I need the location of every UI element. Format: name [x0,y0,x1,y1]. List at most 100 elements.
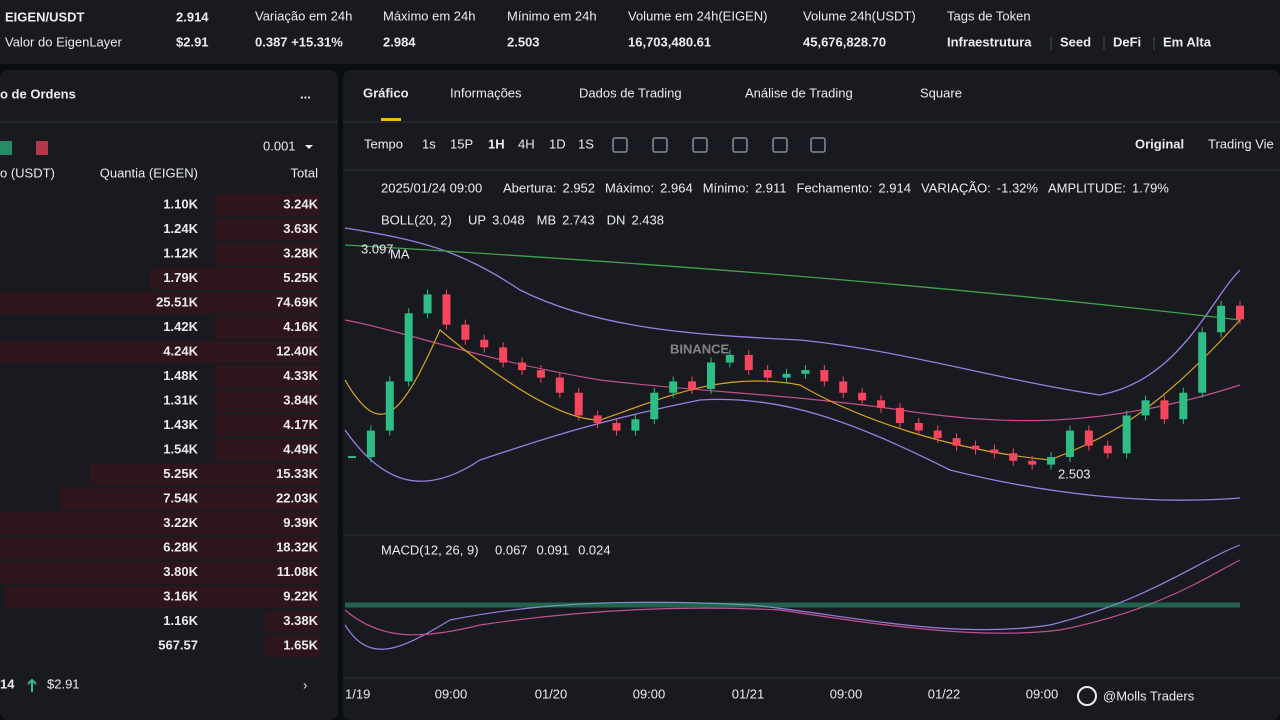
toolbar-icon[interactable] [732,137,748,153]
ohlc-value: 2.914 [878,180,911,195]
interval[interactable]: 1H [488,136,505,151]
ma-mid [344,319,1241,422]
candle [1047,457,1056,465]
ob-quantity: 1.79K [163,270,198,285]
interval[interactable]: 1s [422,136,436,151]
interval[interactable]: 4H [518,136,535,151]
candle [1179,392,1188,420]
stat-value: 0.387 +15.31% [255,34,343,49]
view[interactable]: Original [1135,136,1184,151]
candle [763,370,772,378]
candle [688,381,697,389]
tab[interactable]: Gráfico [363,85,409,100]
ob-quantity: 567.57 [158,637,198,652]
ob-total: 22.03K [276,490,319,505]
toolbar-icon[interactable] [612,137,628,153]
tag[interactable]: DeFi [1113,34,1141,49]
candle [706,362,715,389]
boll-lower [344,398,1241,501]
toolbar-icon[interactable] [652,137,668,153]
tag[interactable]: Em Alta [1163,34,1212,49]
ohlc-label: Abertura: [503,180,556,195]
tab[interactable]: Análise de Trading [745,85,853,100]
header-bar [0,0,1280,64]
ob-quantity: 1.24K [163,221,198,236]
candle [1122,415,1131,454]
ob-total: 3.38K [283,613,318,628]
candle [1103,445,1112,454]
candle [782,373,791,378]
tab[interactable]: Informações [450,85,522,100]
ma-label: MA [390,247,410,262]
candle [858,392,867,401]
price: 2.914 [176,9,209,24]
ob-quantity: 1.16K [163,613,198,628]
candle [839,381,848,393]
interval[interactable]: 1S [578,136,594,151]
ob-column: o (USDT) [0,165,55,180]
ob-quantity: 1.10K [163,196,198,211]
price-usd: $2.91 [176,34,209,49]
dropdown-arrow [305,145,313,149]
view[interactable]: Trading Vie [1208,136,1274,151]
stat-label: Máximo em 24h [383,8,475,23]
depth-bar [215,194,320,216]
stat-value: 45,676,828.70 [803,34,886,49]
ob-total: 9.39K [283,515,318,530]
toolbar-icon[interactable] [692,137,708,153]
ob-total: 18.32K [276,539,319,554]
ob-total: 11.08K [277,564,319,579]
candle [1065,430,1074,458]
tab[interactable]: Square [920,85,962,100]
ob-precision[interactable]: 0.001 [263,138,296,153]
candle [631,419,640,431]
candle [914,423,923,431]
interval[interactable]: 15P [450,136,473,151]
tag[interactable]: Seed [1060,34,1091,49]
interval[interactable]: 1D [549,136,566,151]
candle [612,423,621,431]
candle [952,438,961,446]
tab[interactable]: Dados de Trading [579,85,682,100]
x-label: 01/22 [928,686,961,701]
ob-total: 4.16K [283,319,318,334]
x-label: 01/20 [535,686,568,701]
up-arrow [27,678,37,692]
stat-label: Variação em 24h [255,8,352,23]
ob-last-usd: $2.91 [47,676,80,691]
macd-value: 0.091 [537,542,570,557]
ohlc-value: 2.964 [660,180,693,195]
depth-bar [215,439,320,461]
boll-value: 2.743 [562,212,595,227]
toolbar-icon[interactable] [772,137,788,153]
depth-bar [215,316,320,339]
ob-total: 3.84K [283,392,318,407]
stat-value: 16,703,480.61 [628,34,711,49]
candle [877,400,886,408]
candle [518,362,527,371]
ob-total: 5.25K [283,270,318,285]
macd-value: 0.024 [578,542,611,557]
depth-bar [90,463,320,486]
ohlc-label: AMPLITUDE: [1048,180,1126,195]
ob-total: 3.63K [283,221,318,236]
candle [1009,453,1018,461]
tag[interactable]: Infraestrutura [947,34,1032,49]
ob-quantity: 7.54K [163,490,198,505]
subtitle: Valor do EigenLayer [5,34,123,49]
stat-label: Volume em 24h(EIGEN) [628,8,767,23]
boll-item-label: MB [537,212,557,227]
ob-total: 4.17K [283,417,318,432]
depth-bar [0,512,320,535]
boll-item-label: DN [607,212,626,227]
candle [1028,460,1037,465]
ob-column: Quantia (EIGEN) [100,165,198,180]
toolbar-icon[interactable] [810,137,826,153]
ob-menu[interactable]: ... [300,86,311,101]
ob-total: 9.22K [283,588,318,603]
ob-quantity: 5.25K [163,466,198,481]
candle [348,456,356,459]
ob-total: 15.33K [276,466,319,481]
